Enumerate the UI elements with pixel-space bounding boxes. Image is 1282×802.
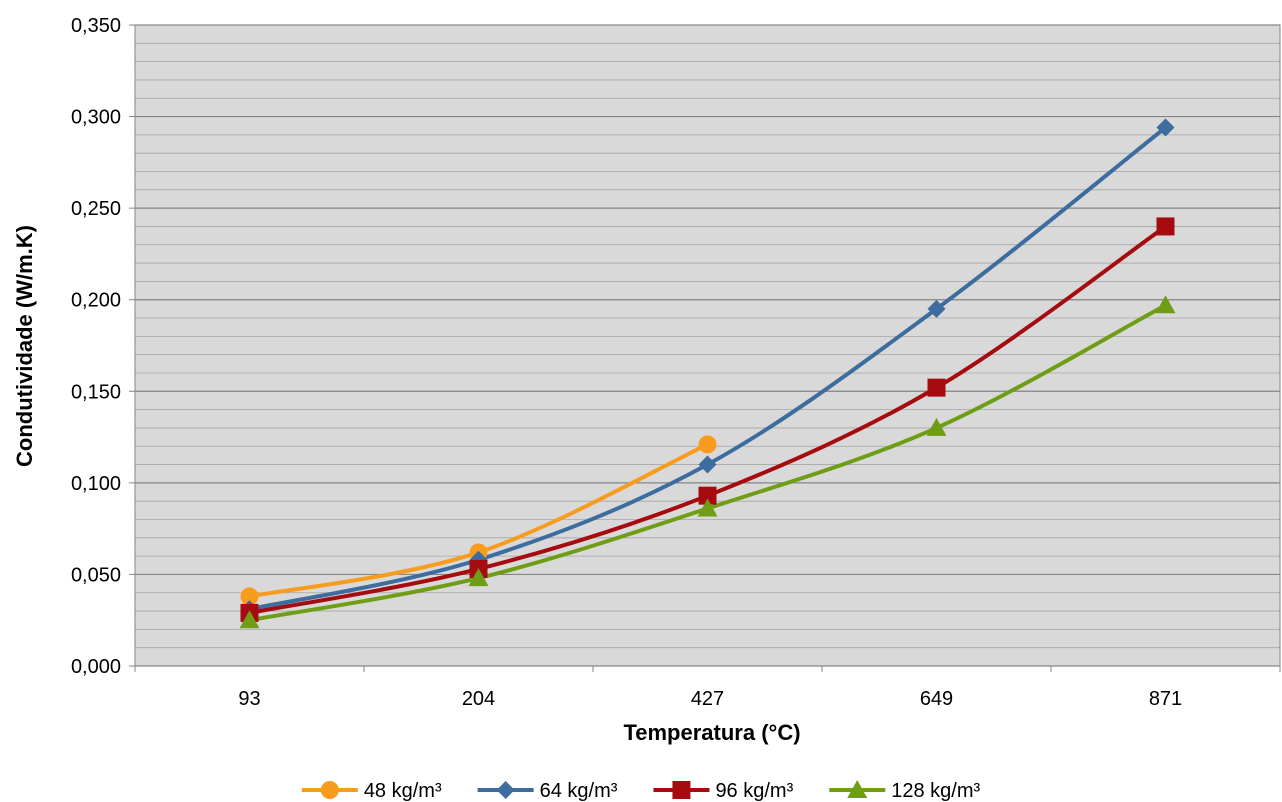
y-axis-title: Condutividade (W/m.K) xyxy=(12,225,37,467)
x-tick-label: 204 xyxy=(462,688,495,710)
plot-area-background xyxy=(135,25,1280,666)
x-tick-label: 93 xyxy=(238,688,260,710)
x-axis-title: Temperatura (°C) xyxy=(623,720,800,745)
data-point-128-kg-m xyxy=(926,417,947,436)
y-axis-ticks: 0,000 0,050 0,100 0,150 0,200 0,250 0,300 0,350 xyxy=(71,15,135,678)
data-point-48-kg-m xyxy=(240,587,259,606)
legend-item-64-kg-m: 64 kg/m³ xyxy=(477,780,618,802)
y-tick-label: 0,050 xyxy=(71,564,121,586)
data-point-48-kg-m xyxy=(698,435,717,454)
x-axis-ticks: 93 204 427 649 871 xyxy=(134,666,1281,710)
y-tick-label: 0,000 xyxy=(71,656,121,678)
legend-label: 128 kg/m³ xyxy=(891,780,980,802)
data-point-96-kg-m xyxy=(927,378,946,397)
legend-swatch-marker xyxy=(496,781,515,799)
data-point-128-kg-m xyxy=(239,610,260,629)
data-point-128-kg-m xyxy=(697,498,718,517)
data-point-96-kg-m xyxy=(698,486,717,505)
legend-swatch-marker xyxy=(672,781,691,799)
data-point-64-kg-m xyxy=(927,299,946,318)
x-tick-label: 649 xyxy=(920,688,953,710)
legend: 48 kg/m³ 64 kg/m³ 96 kg/m³ 128 kg/m³ xyxy=(301,780,981,802)
data-point-64-kg-m xyxy=(698,455,717,474)
series-markers xyxy=(239,118,1176,629)
legend-swatch-marker xyxy=(847,780,868,798)
y-tick-label: 0,300 xyxy=(71,107,121,129)
data-point-96-kg-m xyxy=(1156,217,1175,236)
plot-area-border xyxy=(134,24,1281,667)
series-line-64-kg-m xyxy=(247,125,1168,612)
legend-label: 96 kg/m³ xyxy=(715,780,793,802)
y-tick-label: 0,350 xyxy=(71,15,121,37)
data-point-128-kg-m xyxy=(468,568,489,587)
x-tick-label: 427 xyxy=(691,688,724,710)
legend-item-48-kg-m: 48 kg/m³ xyxy=(301,780,442,802)
data-point-128-kg-m xyxy=(1155,295,1176,314)
legend-label: 48 kg/m³ xyxy=(364,780,442,802)
y-tick-label: 0,150 xyxy=(71,381,121,403)
y-tick-label: 0,200 xyxy=(71,290,121,312)
y-tick-label: 0,100 xyxy=(71,473,121,495)
data-point-64-kg-m xyxy=(1156,118,1175,137)
x-tick-label: 871 xyxy=(1149,688,1182,710)
legend-item-128-kg-m: 128 kg/m³ xyxy=(829,780,981,802)
y-tick-label: 0,250 xyxy=(71,198,121,220)
legend-item-96-kg-m: 96 kg/m³ xyxy=(653,780,794,802)
legend-label: 64 kg/m³ xyxy=(540,780,618,802)
legend-swatch-marker xyxy=(320,781,339,799)
